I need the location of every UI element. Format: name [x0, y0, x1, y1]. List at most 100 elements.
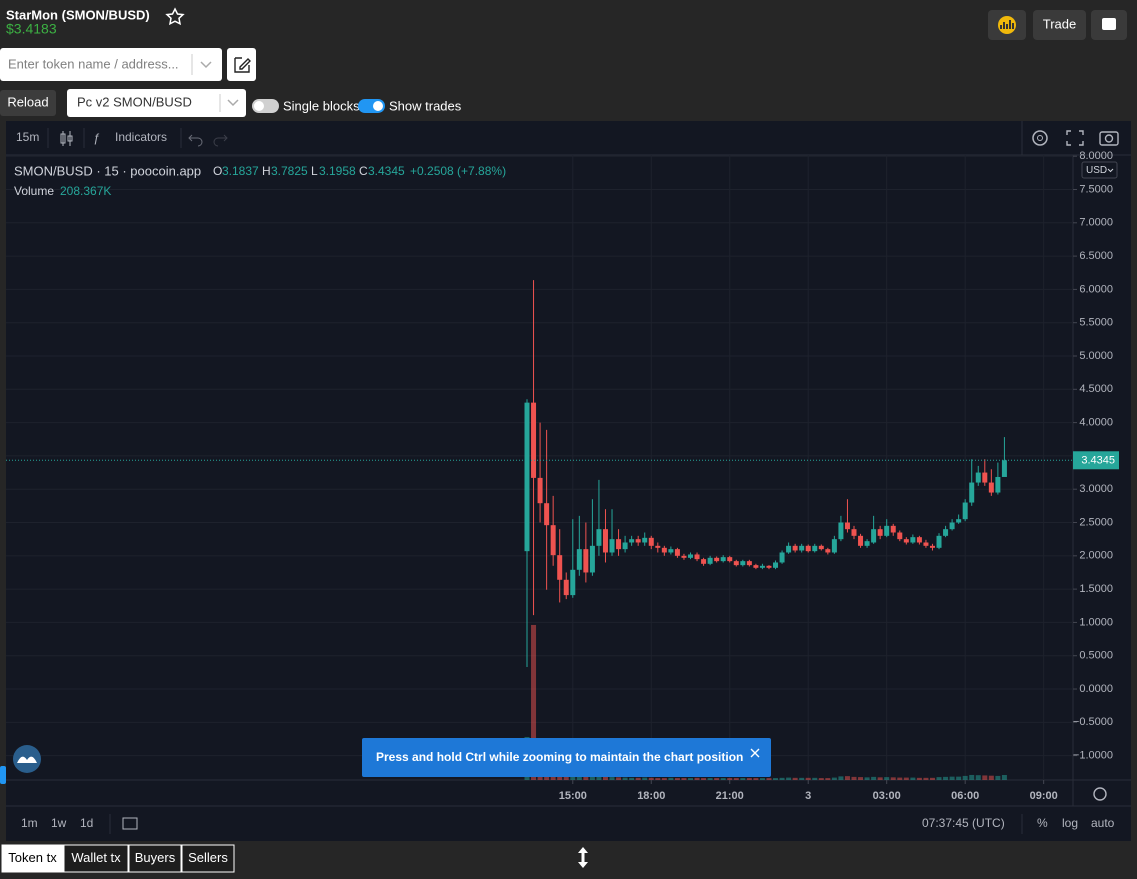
axis-settings-icon[interactable]	[1093, 787, 1107, 801]
range-button[interactable]: 1d	[80, 816, 93, 830]
volume-bar	[753, 778, 759, 780]
x-tick-label: 09:00	[1030, 790, 1058, 802]
trade-button[interactable]	[1033, 10, 1086, 40]
trade-label: Trade	[1043, 16, 1076, 31]
candle-body	[759, 565, 765, 568]
candle-body	[786, 545, 792, 553]
x-tick-label: 06:00	[951, 790, 979, 802]
candle-body	[897, 532, 903, 540]
tab[interactable]	[128, 844, 182, 873]
search-chevron	[200, 61, 212, 69]
log-toggle[interactable]: log	[1062, 816, 1078, 830]
y-tick-label: 2.5000	[1079, 516, 1113, 528]
range-button[interactable]: 1w	[51, 816, 67, 830]
volume-bar	[871, 776, 877, 780]
volume-bar	[923, 777, 929, 780]
y-tick-label: 2.0000	[1079, 550, 1113, 562]
y-tick-label: 0.0000	[1079, 683, 1113, 695]
symbol-label: SMON/BUSD · 15 · poocoin.app	[14, 163, 201, 178]
candle-body	[936, 535, 942, 548]
goto-date-icon[interactable]	[122, 817, 138, 830]
tab[interactable]	[181, 844, 235, 873]
candle-body	[1001, 460, 1007, 477]
screenshot-icon[interactable]	[1099, 131, 1119, 146]
candle-body	[805, 545, 811, 552]
range-buttons: 1m 1w 1d	[21, 816, 93, 830]
resize-handle[interactable]	[578, 847, 588, 868]
edit-button[interactable]	[227, 48, 256, 81]
candle-body	[838, 522, 844, 540]
y-tick-label: 4.5000	[1079, 383, 1113, 395]
candle-body	[642, 537, 648, 543]
candle-body	[753, 565, 759, 568]
candle-body	[589, 545, 595, 573]
reload-button[interactable]	[0, 90, 56, 116]
volume-bar	[858, 777, 864, 780]
candle-body	[969, 482, 975, 503]
interval-button[interactable]: 15m	[16, 130, 39, 144]
candle-body	[943, 529, 949, 536]
volume-bar	[831, 777, 837, 780]
legend-open-key: O	[213, 164, 222, 178]
volume-bar	[602, 776, 608, 780]
volume-bar	[759, 778, 765, 780]
volume-bar	[714, 778, 720, 780]
toggle-knob	[254, 101, 264, 111]
y-tick-label: 3.0000	[1079, 483, 1113, 495]
volume-value: 208.367K	[60, 184, 111, 198]
tab-label: Wallet tx	[71, 850, 121, 865]
search-input[interactable]	[0, 48, 222, 81]
candle-body	[858, 535, 864, 546]
screenshot-lens	[1104, 134, 1114, 143]
wallet-icon	[1102, 18, 1116, 30]
x-tick-label: 15:00	[559, 790, 587, 802]
auto-toggle[interactable]: auto	[1091, 816, 1115, 830]
fullscreen-icon[interactable]	[1066, 130, 1084, 146]
indicators-button[interactable]: Indicators	[115, 130, 167, 144]
candle-body	[962, 502, 968, 520]
percent-toggle[interactable]: %	[1037, 816, 1048, 830]
fx-icon: ƒ	[93, 131, 100, 145]
volume-bar	[570, 774, 576, 780]
pair-select[interactable]	[67, 89, 246, 117]
volume-bar	[622, 777, 628, 780]
volume-bar	[596, 775, 602, 780]
tab[interactable]	[1, 844, 64, 873]
candle-body	[818, 545, 824, 550]
show-trades-label: Show trades	[389, 98, 462, 113]
chart-style-icon[interactable]	[60, 131, 73, 146]
currency-select[interactable]	[1081, 161, 1118, 179]
undo-icon[interactable]	[188, 134, 203, 147]
y-tick-label: 8.0000	[1079, 150, 1113, 162]
candle-body	[550, 525, 556, 556]
candle-body	[576, 549, 582, 570]
tab[interactable]	[63, 844, 129, 873]
tab-label: Token tx	[8, 850, 57, 865]
candle-body	[831, 539, 837, 553]
volume-bar	[589, 776, 595, 780]
candle-body	[825, 549, 831, 553]
range-button[interactable]: 1m	[21, 816, 38, 830]
candle-body	[583, 549, 589, 573]
candle-body	[903, 539, 909, 543]
volume-bar	[668, 777, 674, 780]
volume-bar	[982, 775, 988, 780]
volume-bar	[969, 774, 975, 780]
volume-bar	[1001, 774, 1007, 780]
volume-bar	[929, 777, 935, 780]
volume-bar	[531, 624, 537, 780]
redo-icon[interactable]	[213, 134, 228, 147]
volume-bar	[629, 777, 635, 780]
volume-bar	[635, 777, 641, 780]
favorite-star[interactable]	[165, 7, 185, 26]
toast-close[interactable]	[750, 748, 760, 758]
candle-body	[714, 557, 720, 562]
volume-bar	[988, 775, 994, 780]
side-handle[interactable]	[0, 766, 6, 784]
candle-body	[727, 557, 733, 562]
volume-bar	[956, 776, 962, 780]
settings-icon[interactable]	[1032, 130, 1048, 146]
legend-close-key: C	[359, 164, 368, 178]
volume-bar	[766, 778, 772, 780]
